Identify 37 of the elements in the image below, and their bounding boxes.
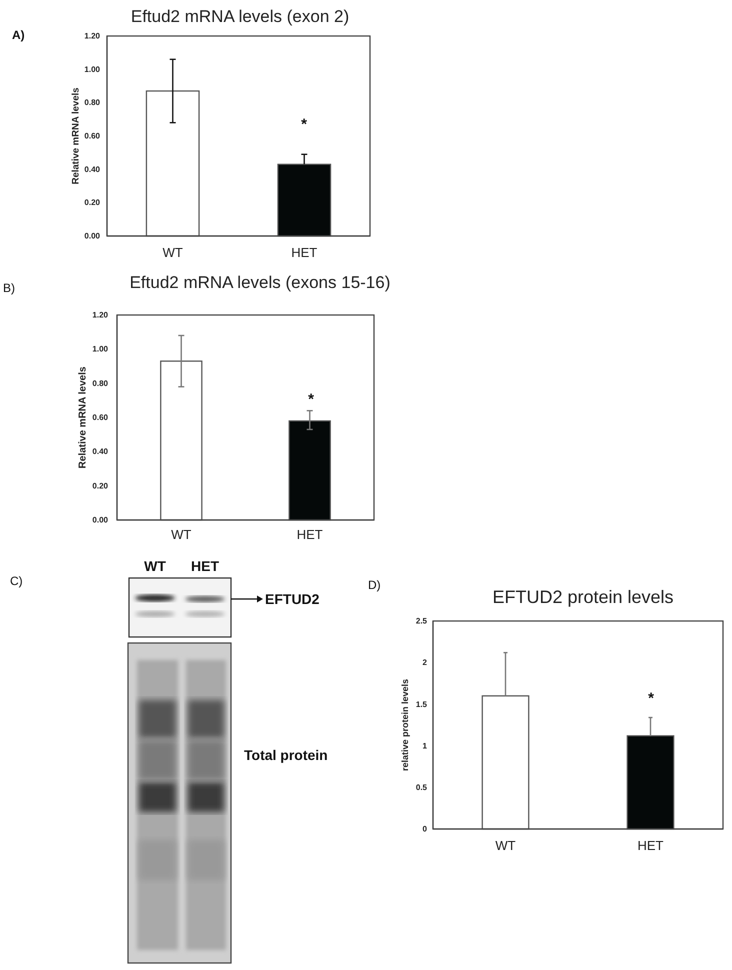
- y-tick-label: 1: [422, 741, 428, 750]
- text: Total protein: [244, 747, 328, 763]
- text: D): [368, 578, 381, 592]
- y-tick-label: 0.5: [416, 782, 428, 792]
- y-tick-label: 1.00: [92, 344, 109, 354]
- y-tick-label: 0.40: [84, 164, 101, 174]
- text: B): [3, 281, 16, 295]
- annotation: *: [301, 116, 308, 133]
- y-tick-label: 1.20: [84, 32, 101, 41]
- text: A): [12, 28, 25, 42]
- y-tick-label: 1.00: [84, 64, 101, 74]
- y-tick-label: 0: [422, 824, 428, 834]
- text: C): [10, 574, 23, 588]
- text: EFTUD2: [265, 591, 320, 607]
- y-tick-label: 0.20: [92, 481, 109, 490]
- y-tick-label: 0.00: [84, 232, 101, 241]
- y-tick-label: 1.20: [92, 310, 109, 320]
- y-tick-label: 0.00: [92, 516, 109, 525]
- y-tick-label: 2.5: [416, 616, 428, 626]
- y-axis-title: relative protein levels: [400, 678, 410, 772]
- chart-title: EFTUD2 protein levels: [492, 587, 674, 607]
- chart-title: Eftud2 mRNA levels (exon 2): [130, 7, 350, 26]
- y-tick-label: 1.5: [416, 700, 428, 709]
- y-axis-title: Relative mRNA levels: [78, 366, 88, 468]
- y-tick-label: 0.20: [84, 198, 101, 208]
- text: WT: [144, 558, 166, 574]
- y-tick-label: 0.40: [92, 447, 109, 456]
- annotation: *: [648, 690, 654, 707]
- annotation: *: [308, 391, 314, 408]
- y-tick-label: 0.60: [92, 413, 109, 422]
- chart-title: Eftud2 mRNA levels (exons 15-16): [130, 273, 390, 292]
- text: HET: [191, 558, 220, 574]
- y-tick-label: 2: [422, 658, 428, 668]
- y-axis-title: Relative mRNA levels: [70, 88, 82, 184]
- y-tick-label: 0.80: [84, 98, 101, 108]
- y-tick-label: 0.80: [92, 378, 109, 388]
- y-tick-label: 0.60: [84, 132, 101, 141]
